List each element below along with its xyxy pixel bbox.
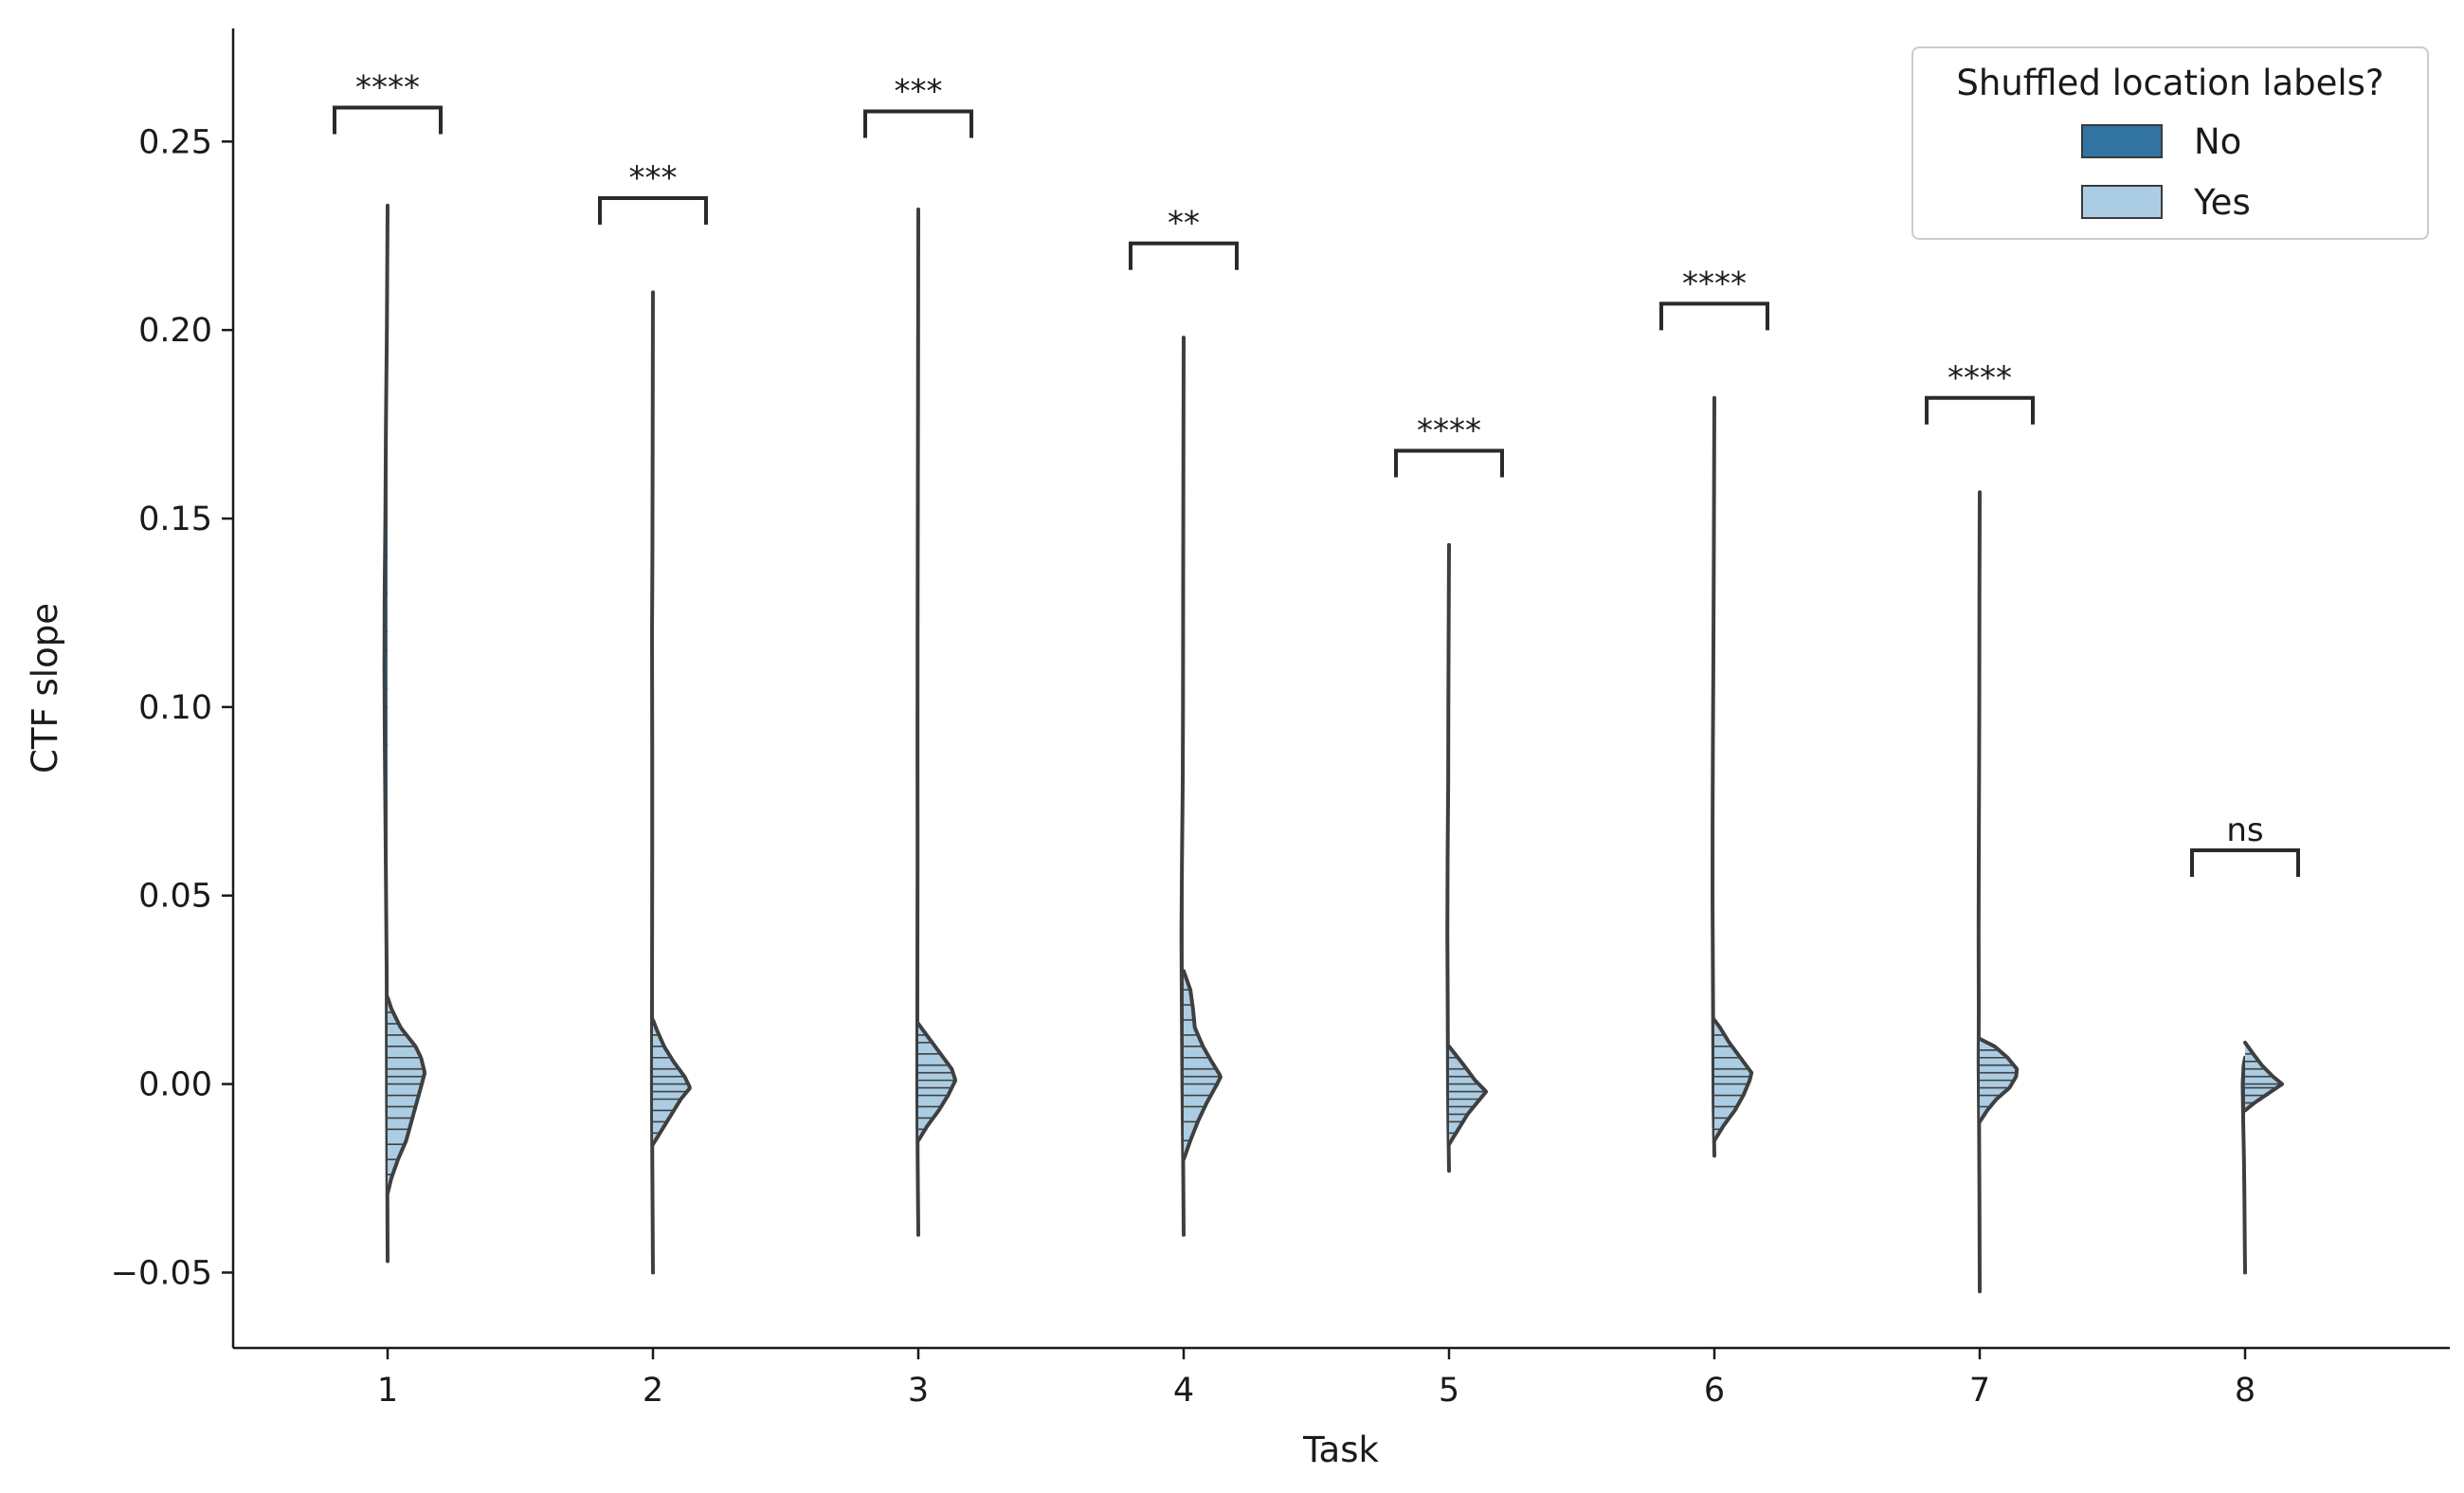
violin-body <box>1449 1046 1487 1145</box>
legend-label-no: No <box>2194 121 2241 162</box>
violin-yes-task-4 <box>1182 969 1223 1162</box>
x-tick-label: 8 <box>2235 1372 2256 1410</box>
y-ticks: −0.05 0.00 0.05 0.10 0.15 0.20 0.25 <box>111 123 233 1292</box>
bracket-line <box>1659 301 1769 331</box>
legend-title: Shuffled location labels? <box>1956 63 2383 103</box>
significance-label: **** <box>1948 359 2012 397</box>
significance-label: ns <box>2226 811 2263 849</box>
y-tick-label: −0.05 <box>111 1254 212 1292</box>
violin-yes-task-2 <box>651 1017 692 1147</box>
significance-bracket-task-6: **** <box>1659 264 1769 331</box>
violin-no-task-3 <box>915 207 920 1237</box>
significance-label: *** <box>629 159 678 197</box>
violin-outline <box>386 995 427 1195</box>
significance-bracket-task-7: **** <box>1925 359 2035 425</box>
significance-label: *** <box>895 72 943 110</box>
y-tick-label: 0.25 <box>138 123 212 161</box>
x-tick-label: 2 <box>643 1372 663 1410</box>
violin-yes-task-1 <box>386 995 427 1195</box>
significance-label: **** <box>1682 264 1747 302</box>
violin-outline <box>1711 395 1716 1158</box>
axes: −0.05 0.00 0.05 0.10 0.15 0.20 0.25 1 2 3 4 5 6 7 8 T… <box>25 28 2450 1470</box>
bracket-line <box>333 105 443 135</box>
significance-bracket-task-8: ns <box>2190 811 2300 878</box>
significance-bracket-task-5: **** <box>1394 411 1504 478</box>
x-axis-label: Task <box>1302 1429 1379 1470</box>
violin-yes-task-5 <box>1447 1044 1489 1147</box>
y-tick-label: 0.15 <box>138 501 212 538</box>
x-tick-label: 6 <box>1704 1372 1725 1410</box>
violin-no-task-8 <box>2240 1055 2247 1275</box>
significance-bracket-task-2: *** <box>598 159 708 225</box>
y-axis-label: CTF slope <box>25 603 65 774</box>
x-tick-label: 7 <box>1969 1372 1990 1410</box>
y-tick-label: 0.20 <box>138 312 212 350</box>
violin-outline <box>382 203 390 1264</box>
violin-no-task-6 <box>1711 395 1716 1158</box>
legend-swatch-no <box>2081 124 2163 158</box>
violin-body <box>918 1023 955 1141</box>
significance-label: ** <box>1168 205 1200 243</box>
violin-outline <box>915 207 920 1237</box>
violin-no-task-4 <box>1179 336 1186 1237</box>
violin-outline <box>1179 336 1186 1237</box>
violin-outline <box>916 1021 957 1143</box>
y-tick-label: 0.05 <box>138 878 212 916</box>
significance-bracket-task-4: ** <box>1129 205 1239 270</box>
legend-label-yes: Yes <box>2193 182 2251 223</box>
significance-label: **** <box>355 69 420 107</box>
bracket-line <box>598 195 708 225</box>
x-tick-label: 1 <box>377 1372 398 1410</box>
bracket-line <box>1925 395 2035 425</box>
violin-no-task-1 <box>382 203 390 1264</box>
significance-bracket-task-3: *** <box>863 72 973 138</box>
violin-yes-task-8 <box>2243 1040 2285 1113</box>
violin-no-task-5 <box>1445 542 1451 1174</box>
violin-outline <box>2240 1055 2247 1275</box>
violin-outline <box>649 290 655 1275</box>
violin-no-task-2 <box>649 290 655 1275</box>
x-tick-label: 5 <box>1439 1372 1459 1410</box>
y-tick-label: 0.00 <box>138 1066 212 1104</box>
violin-outline <box>1182 969 1223 1162</box>
significance-annotations: ************************ns <box>333 69 2300 878</box>
y-tick-label: 0.10 <box>138 689 212 727</box>
violin-outline <box>1712 1017 1754 1143</box>
violin-yes-task-7 <box>1978 1036 2020 1124</box>
bracket-line <box>2190 848 2300 878</box>
x-tick-label: 3 <box>908 1372 929 1410</box>
violin-outline <box>2243 1040 2285 1113</box>
bracket-line <box>1394 448 1504 478</box>
bracket-line <box>1129 241 1239 270</box>
violin-outline <box>1976 490 1982 1294</box>
violin-no-task-7 <box>1976 490 1982 1294</box>
x-tick-label: 4 <box>1173 1372 1194 1410</box>
violin-body <box>653 1019 690 1145</box>
violin-outline <box>1978 1036 2020 1124</box>
violin-yes-task-3 <box>916 1021 957 1143</box>
violin-body <box>1714 1019 1752 1141</box>
violin-outline <box>1445 542 1451 1174</box>
violin-outline <box>1447 1044 1489 1147</box>
significance-label: **** <box>1417 411 1481 449</box>
violin-yes-task-6 <box>1712 1017 1754 1143</box>
legend-swatch-yes <box>2081 185 2163 219</box>
significance-bracket-task-1: **** <box>333 69 443 135</box>
legend: Shuffled location labels? No Yes <box>1911 46 2429 240</box>
x-ticks: 1 2 3 4 5 6 7 8 <box>377 1348 2256 1410</box>
violins-layer <box>382 203 2285 1294</box>
bracket-line <box>863 109 973 138</box>
violin-outline <box>651 1017 692 1147</box>
legend-frame <box>1911 46 2429 240</box>
